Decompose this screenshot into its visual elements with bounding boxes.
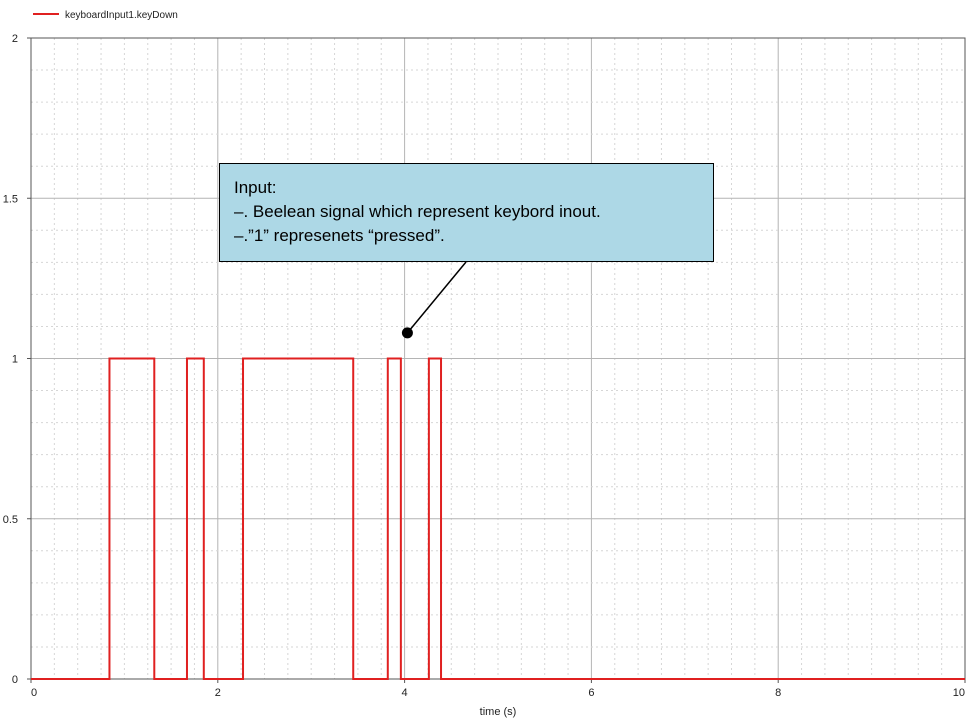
x-tick-label: 0 [31,687,37,699]
series-line [31,357,965,680]
annotation-box: Input: –. Beelean signal which represent… [219,163,714,262]
x-tick-label: 4 [402,687,408,699]
annotation-leader-line [406,261,467,334]
y-tick-label: 0 [12,674,18,686]
grid [31,38,965,679]
x-tick-label: 10 [953,687,965,699]
x-axis-label: time (s) [480,706,517,718]
series-layer [31,357,965,680]
x-tick-label: 6 [588,687,594,699]
x-tick-label: 2 [215,687,221,699]
y-tick-label: 2 [12,33,18,45]
annotation-line-1: Input: [234,178,277,197]
legend-label: keyboardInput1.keyDown [65,10,178,21]
legend: keyboardInput1.keyDown [33,10,178,21]
y-tick-label: 0.5 [3,514,18,526]
annotation-dot [401,327,413,339]
annotation-pointer [401,261,467,339]
y-tick-label: 1 [12,354,18,366]
y-tick-label: 1.5 [3,193,18,205]
annotation-line-3: –.”1” represenets “pressed”. [234,226,445,245]
x-tick-label: 8 [775,687,781,699]
annotation-line-2: –. Beelean signal which represent keybor… [234,202,601,221]
axis-ticks: 0 2 4 6 8 10 0 0.5 1 1.5 2 [3,33,966,699]
